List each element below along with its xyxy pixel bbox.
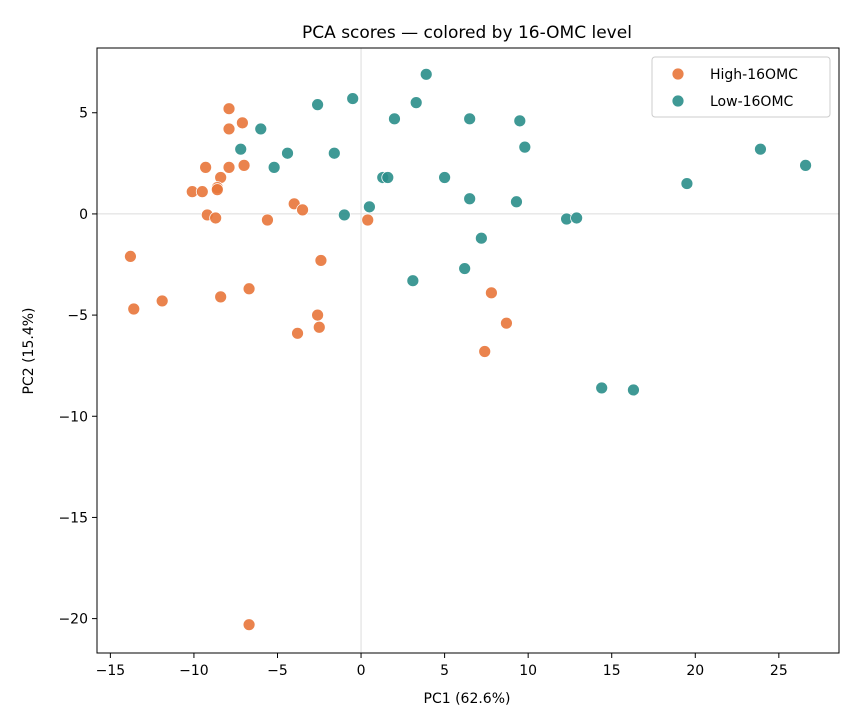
y-tick-label: −15: [58, 510, 88, 526]
data-point: [337, 208, 351, 222]
legend-label: High-16OMC: [710, 67, 798, 83]
legend-frame: [651, 56, 831, 118]
data-point: [281, 146, 294, 160]
data-point: [438, 171, 452, 184]
data-point: [314, 254, 328, 267]
y-tick-label: 0: [79, 207, 88, 223]
data-point: [361, 213, 375, 227]
data-point: [261, 213, 274, 227]
data-point: [463, 112, 477, 126]
data-point: [478, 345, 492, 358]
data-point: [222, 122, 236, 136]
data-point: [388, 112, 401, 126]
data-point: [254, 122, 268, 136]
data-point: [234, 142, 248, 156]
data-point: [680, 177, 694, 190]
x-tick-label: −5: [267, 663, 288, 679]
x-tick-label: 25: [770, 663, 788, 679]
x-tick-label: −15: [96, 663, 126, 679]
data-point: [363, 200, 376, 214]
y-axis-title: PC2 (15.4%): [21, 308, 37, 395]
chart-title: PCA scores — colored by 16-OMC level: [302, 23, 632, 43]
legend: High-16OMC Low-16OMC: [651, 56, 831, 118]
data-point: [214, 290, 228, 304]
x-axis-ticks: −15 −10 −5 0 5 10 15 20 25: [96, 653, 788, 679]
data-point: [291, 326, 304, 340]
data-point: [799, 158, 812, 172]
x-tick-label: 10: [519, 663, 537, 679]
data-point: [209, 211, 223, 225]
data-point: [595, 381, 609, 395]
data-point: [406, 274, 420, 288]
y-tick-label: −10: [58, 409, 88, 425]
data-point: [237, 158, 251, 172]
data-point: [754, 142, 767, 156]
data-point: [311, 98, 324, 112]
data-point: [242, 282, 256, 296]
x-tick-label: 0: [357, 663, 366, 679]
data-point: [210, 183, 224, 197]
data-point: [510, 195, 523, 209]
x-tick-label: 15: [603, 663, 621, 679]
data-point: [296, 203, 309, 217]
data-point: [518, 140, 532, 154]
y-axis-ticks: −20 −15 −10 −5 0 5: [58, 106, 97, 628]
data-point: [312, 320, 326, 334]
data-point: [474, 231, 488, 245]
x-axis-title: PC1 (62.6%): [424, 691, 511, 707]
data-point: [235, 116, 249, 130]
x-tick-label: −10: [179, 663, 209, 679]
y-tick-label: −5: [67, 308, 88, 324]
legend-label: Low-16OMC: [710, 94, 794, 110]
data-point: [500, 316, 513, 330]
reference-lines: [97, 48, 839, 653]
x-tick-label: 5: [440, 663, 449, 679]
data-point: [127, 302, 141, 316]
data-point: [124, 250, 137, 263]
plot-frame: [96, 47, 840, 654]
data-point: [458, 262, 472, 275]
data-point: [222, 160, 236, 174]
data-point: [222, 102, 236, 116]
data-points: [124, 67, 812, 632]
data-point: [195, 185, 209, 199]
data-point: [346, 92, 360, 105]
data-point: [199, 160, 213, 174]
data-point: [381, 171, 395, 184]
data-point: [242, 618, 256, 632]
data-point: [484, 286, 498, 300]
data-point: [463, 192, 477, 206]
data-point: [267, 160, 281, 174]
x-tick-label: 20: [686, 663, 704, 679]
data-point: [419, 67, 433, 81]
y-tick-label: 5: [79, 106, 88, 122]
data-point: [155, 294, 169, 308]
legend-marker: [671, 94, 685, 108]
data-point: [513, 114, 527, 128]
y-tick-label: −20: [58, 612, 88, 628]
data-point: [327, 146, 341, 160]
legend-marker: [671, 67, 685, 81]
data-point: [311, 308, 324, 322]
data-point: [409, 96, 423, 110]
data-point: [570, 211, 584, 225]
data-point: [627, 383, 640, 397]
